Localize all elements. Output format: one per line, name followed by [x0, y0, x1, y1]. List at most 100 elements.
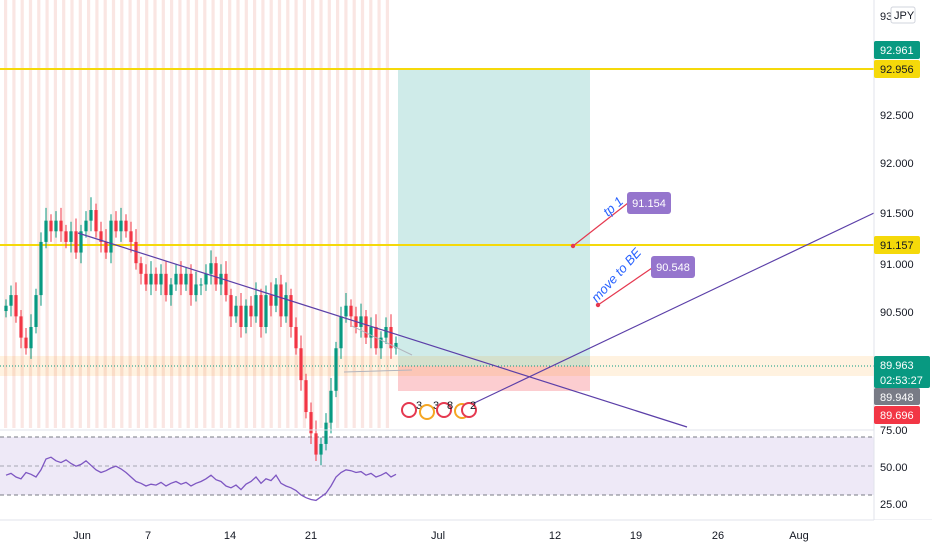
session-stripe: [145, 0, 149, 428]
candle-body: [359, 316, 363, 327]
session-stripe: [327, 0, 331, 428]
session-stripe: [153, 0, 157, 428]
candle-body: [269, 295, 273, 306]
tp1-value-box: [627, 192, 671, 214]
candle-body: [274, 284, 278, 306]
session-stripe: [352, 0, 356, 428]
candle-body: [4, 305, 8, 312]
candle-body: [14, 295, 18, 317]
time-tick: 7: [145, 530, 151, 542]
descending-trendline[interactable]: [77, 232, 688, 428]
price-tick: 91.500: [880, 208, 914, 220]
event-markers[interactable]: 3 3 8 2: [401, 400, 477, 420]
be-value-box: [651, 256, 695, 278]
session-stripe: [344, 0, 348, 428]
tp1-callout-line: [572, 202, 629, 247]
time-tick: Aug: [789, 530, 809, 542]
rsi-ticks: 75.00 50.00 25.00: [880, 425, 908, 511]
be-anchor-dot: [595, 302, 601, 308]
candle-body: [394, 342, 398, 349]
ascending-trendline[interactable]: [467, 212, 875, 407]
candle-body: [149, 273, 153, 285]
rsi-line: [5, 456, 397, 502]
price-tag-92961-label: 92.961: [880, 45, 914, 57]
session-stripe: [128, 0, 132, 428]
session-stripe: [161, 0, 165, 428]
session-stripe: [62, 0, 66, 428]
time-tick: 26: [712, 530, 724, 542]
candle-body: [229, 295, 233, 317]
session-stripe: [377, 0, 381, 428]
small-wedge-top: [351, 325, 413, 356]
candle-body: [384, 326, 388, 338]
candle-body: [259, 295, 263, 327]
candle-body: [114, 220, 118, 232]
event-marker-icon[interactable]: [461, 402, 477, 418]
candle-body: [9, 295, 13, 306]
candle-body: [24, 337, 28, 349]
axis-corner: [874, 520, 932, 550]
candle-body: [289, 295, 293, 327]
candle-body: [284, 295, 288, 317]
currency-badge[interactable]: [890, 6, 916, 24]
candle-body: [79, 231, 83, 253]
time-tick: Jul: [431, 530, 445, 542]
price-tag-current: [874, 356, 930, 388]
candle-body: [29, 326, 33, 349]
event-marker-icon[interactable]: [401, 402, 417, 418]
price-ticks: 92.500 92.000 91.500 91.000 90.500: [880, 110, 914, 319]
candle-body: [224, 273, 228, 296]
session-stripe: [336, 0, 340, 428]
candle-body: [179, 273, 183, 285]
candle-body: [304, 380, 308, 413]
candle-body: [49, 220, 53, 232]
event-marker-icon[interactable]: [419, 404, 435, 420]
candle-body: [154, 273, 158, 285]
session-stripe: [277, 0, 282, 428]
small-wedge-bottom: [343, 369, 413, 373]
price-tags: 92.961 92.956 91.157 89.963 02:53:27 89.…: [874, 41, 930, 424]
candle-body: [129, 231, 133, 242]
price-tag-stop-label: 89.696: [880, 410, 914, 422]
session-stripe: [211, 0, 215, 428]
session-stripe: [178, 0, 182, 428]
price-tag-current-label: 89.963: [880, 360, 914, 372]
candle-body: [184, 273, 188, 285]
candle-body: [264, 295, 268, 327]
candle-body: [89, 210, 93, 221]
current-price-band: [0, 356, 874, 376]
session-stripe: [120, 0, 124, 428]
session-stripe: [4, 0, 8, 428]
candle-body: [204, 273, 208, 285]
candle-body: [74, 231, 78, 253]
session-stripe: [37, 0, 41, 428]
price-tag-entry: [874, 388, 920, 405]
time-axis[interactable]: [0, 520, 874, 550]
candle-body: [334, 348, 338, 391]
time-tick: 21: [305, 530, 317, 542]
position-stop-zone[interactable]: [398, 366, 590, 391]
session-stripe: [302, 0, 306, 428]
candle-body: [174, 273, 178, 285]
session-stripe: [286, 0, 290, 428]
event-marker-icon[interactable]: [436, 402, 452, 418]
session-stripe: [186, 0, 190, 428]
time-tick: 14: [224, 530, 236, 542]
candle-body: [199, 284, 203, 286]
price-tag-92961: [874, 41, 920, 59]
event-marker-count: 2: [470, 400, 476, 412]
session-stripe: [236, 0, 240, 428]
candle-body: [194, 284, 198, 296]
candle-body: [214, 263, 218, 285]
candle-body: [144, 273, 148, 285]
candle-body: [109, 220, 113, 253]
candle-body: [134, 241, 138, 264]
session-stripe: [70, 0, 74, 428]
position-target-zone[interactable]: [398, 70, 590, 366]
rsi-tick: 75.00: [880, 425, 908, 437]
session-stripe: [244, 0, 248, 428]
price-axis[interactable]: [874, 0, 932, 520]
candle-body: [279, 284, 283, 317]
candle-body: [164, 273, 168, 296]
